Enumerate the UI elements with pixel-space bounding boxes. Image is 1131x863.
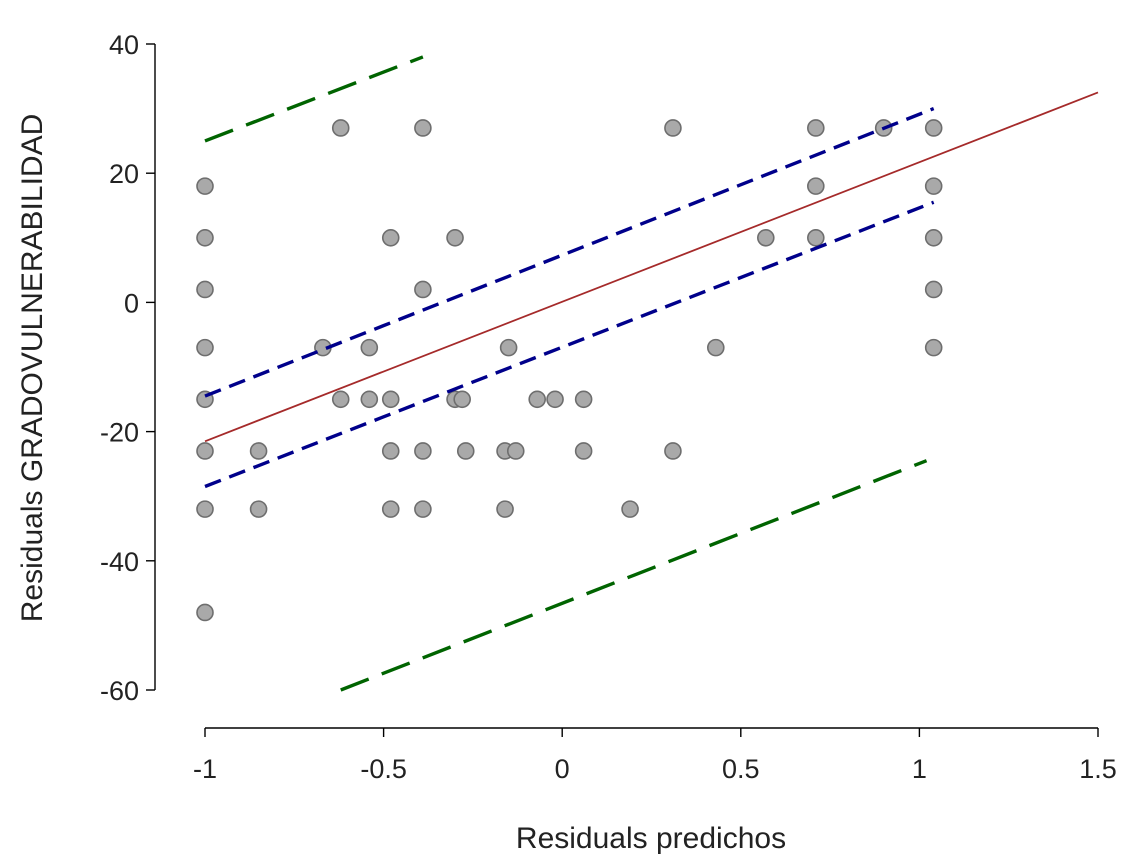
data-point [197,281,213,297]
data-point [415,281,431,297]
data-point [251,501,267,517]
y-tick-label: -40 [100,547,139,577]
data-point [926,340,942,356]
data-point [383,230,399,246]
data-point [383,501,399,517]
data-point [926,281,942,297]
data-point [497,501,513,517]
data-point [458,443,474,459]
data-point [926,178,942,194]
x-tick-label: 0 [555,754,570,784]
data-point [547,391,563,407]
data-point [415,443,431,459]
data-point [708,340,724,356]
data-point [197,340,213,356]
y-tick-label: 40 [109,30,139,60]
data-point [197,443,213,459]
x-tick-label: 1.5 [1079,754,1117,784]
data-point [454,391,470,407]
data-point [926,120,942,136]
data-point [576,443,592,459]
data-point [501,340,517,356]
data-point [665,443,681,459]
data-point [361,340,377,356]
data-point [197,230,213,246]
y-tick-label: -60 [100,676,139,706]
data-points [197,120,942,620]
y-axis: -60 -40 -20 0 20 40 [100,30,155,706]
confidence-band-lower [205,202,934,486]
x-axis: -1 -0.5 0 0.5 1 1.5 [193,728,1117,784]
data-point [197,178,213,194]
y-axis-title: Residuals GRADOVULNERABILIDAD [16,114,49,623]
data-point [333,120,349,136]
data-point [529,391,545,407]
data-point [333,391,349,407]
x-tick-label: 0.5 [722,754,760,784]
y-tick-label: 0 [124,288,139,318]
data-point [926,230,942,246]
data-point [251,443,267,459]
data-point [808,120,824,136]
data-point [808,178,824,194]
data-point [447,230,463,246]
data-point [383,443,399,459]
data-point [197,501,213,517]
data-point [361,391,377,407]
y-tick-label: 20 [109,159,139,189]
confidence-band-upper [205,109,934,396]
data-point [383,391,399,407]
x-tick-label: -0.5 [360,754,407,784]
y-tick-label: -20 [100,418,139,448]
data-point [576,391,592,407]
data-point [808,230,824,246]
data-point [622,501,638,517]
regression-fit-line [205,92,1098,441]
data-point [415,120,431,136]
x-tick-label: -1 [193,754,217,784]
x-tick-label: 1 [912,754,927,784]
data-point [508,443,524,459]
prediction-band-lower [341,461,927,690]
data-point [758,230,774,246]
data-point [197,604,213,620]
regression-bands [205,57,1098,690]
x-axis-title: Residuals predichos [516,822,786,855]
data-point [415,501,431,517]
data-point [665,120,681,136]
prediction-band-upper [205,57,423,141]
